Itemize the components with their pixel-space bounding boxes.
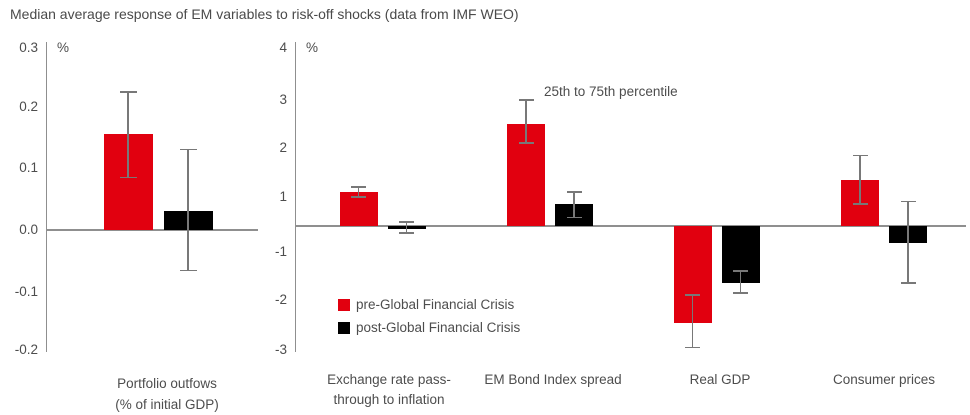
- y-axis-tick-label: 1: [279, 189, 287, 204]
- error-bar-line: [405, 221, 408, 234]
- legend: pre-Global Financial Crisis post-Global …: [338, 293, 520, 339]
- error-bar-line: [573, 192, 575, 218]
- y-axis-line: [46, 42, 48, 352]
- y-axis-tick-label: 0.1: [19, 160, 38, 175]
- y-axis-tick-label: 3: [279, 92, 287, 107]
- left-axis-unit-label: %: [57, 40, 70, 55]
- error-bar-cap-bottom: [685, 346, 700, 349]
- y-axis-tick-label: -0.2: [14, 342, 38, 357]
- error-bar-cap-bottom: [119, 176, 137, 179]
- error-bar-cap-top: [351, 186, 366, 188]
- legend-item-post-gfc: post-Global Financial Crisis: [338, 316, 520, 339]
- legend-label-post-gfc: post-Global Financial Crisis: [356, 320, 521, 335]
- error-bar-cap-top: [900, 200, 916, 203]
- error-bar-line: [859, 155, 861, 205]
- error-bar-cap-bottom: [351, 196, 366, 198]
- error-bar-line: [907, 201, 909, 284]
- error-bar-line: [525, 100, 527, 144]
- error-bar-cap-bottom: [518, 142, 534, 144]
- category-label: (% of initial GDP): [115, 397, 219, 412]
- error-bar-cap-top: [685, 294, 700, 296]
- y-axis-line: [295, 42, 297, 352]
- y-axis-tick-label: 0.3: [19, 40, 38, 55]
- error-bar-cap-bottom: [900, 282, 916, 284]
- error-bar-cap-top: [399, 221, 414, 223]
- category-label: Exchange rate pass-: [327, 372, 451, 387]
- error-bar-line: [187, 149, 189, 271]
- zero-baseline: [46, 229, 258, 231]
- y-axis-tick-label: 4: [279, 40, 287, 55]
- legend-label-pre-gfc: pre-Global Financial Crisis: [356, 297, 515, 312]
- legend-swatch-pre-gfc-icon: [338, 298, 350, 311]
- percentile-annotation: 25th to 75th percentile: [544, 84, 678, 99]
- error-bar-line: [691, 295, 694, 348]
- category-label: through to inflation: [333, 392, 445, 407]
- legend-swatch-post-gfc-icon: [338, 321, 350, 334]
- error-bar-cap-top: [119, 91, 137, 94]
- error-bar-cap-top: [852, 154, 868, 157]
- error-bar-line: [739, 271, 742, 293]
- error-bar-cap-top: [179, 148, 197, 151]
- error-bar-cap-bottom: [733, 292, 748, 294]
- chart-title: Median average response of EM variables …: [10, 6, 519, 22]
- zero-baseline: [295, 225, 966, 227]
- error-bar-cap-bottom: [179, 269, 197, 272]
- category-label: Real GDP: [689, 372, 751, 387]
- error-bar-line: [127, 92, 129, 178]
- y-axis-tick-label: 0.2: [19, 99, 38, 114]
- error-bar-cap-top: [518, 99, 534, 101]
- category-label: EM Bond Index spread: [484, 372, 622, 387]
- error-bar-cap-bottom: [566, 216, 582, 219]
- legend-item-pre-gfc: pre-Global Financial Crisis: [338, 293, 520, 316]
- error-bar-cap-bottom: [852, 203, 868, 206]
- category-label: Portfolio outfows: [117, 376, 217, 391]
- error-bar-cap-bottom: [399, 232, 414, 234]
- right-axis-unit-label: %: [306, 40, 319, 55]
- y-axis-tick-label: 2: [279, 140, 287, 155]
- y-axis-tick-label: -0.1: [14, 284, 38, 299]
- error-bar-cap-top: [566, 191, 582, 193]
- error-bar-line: [357, 187, 360, 197]
- y-axis-tick-label: 0.0: [19, 222, 38, 237]
- category-label: Consumer prices: [832, 372, 936, 387]
- y-axis-tick-label: -1: [274, 244, 287, 259]
- y-axis-tick-label: -3: [274, 342, 287, 357]
- y-axis-tick-label: -2: [274, 292, 287, 307]
- error-bar-cap-top: [733, 270, 748, 272]
